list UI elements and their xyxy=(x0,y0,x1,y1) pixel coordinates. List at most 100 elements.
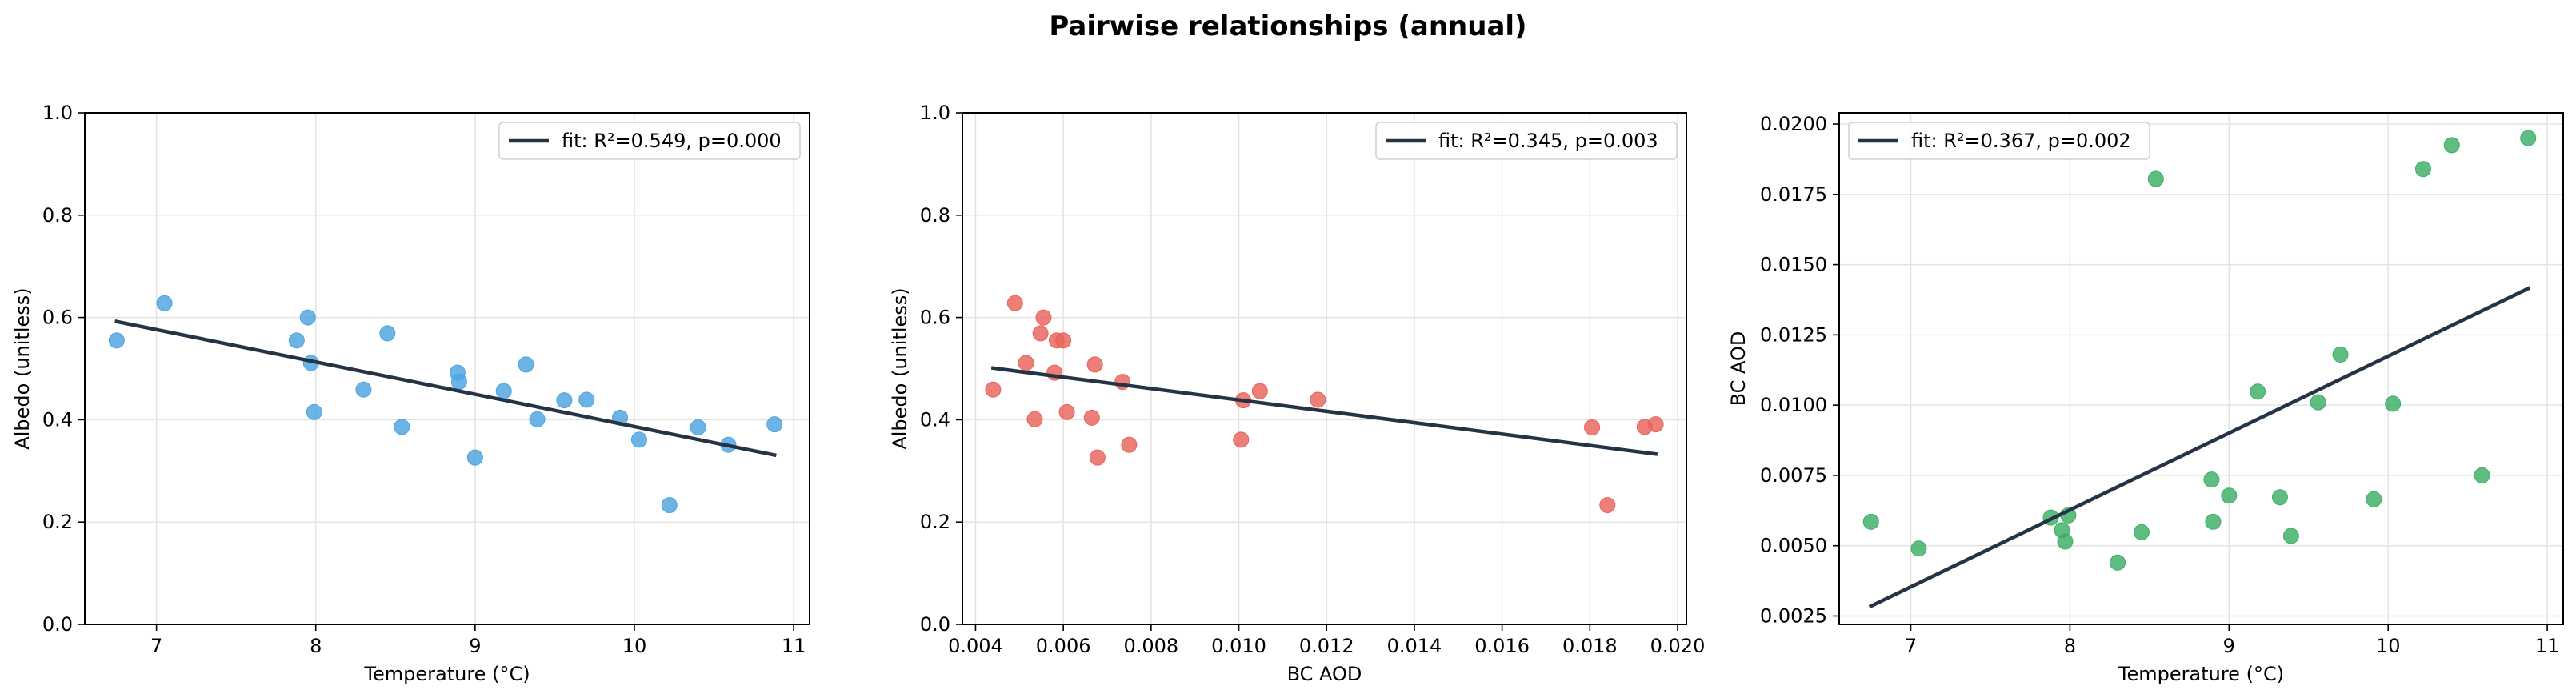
data-point xyxy=(2205,513,2222,530)
axes-frame xyxy=(962,112,1687,625)
x-tick-label: 0.010 xyxy=(1211,635,1266,657)
chart-panel-1: 7 8 9 10 11 0.0 0.2 0.4 0.6 0.8 1.0 Temperature (°C… xyxy=(11,102,810,685)
x-tick-label: 11 xyxy=(2535,635,2560,657)
figure-title: Pairwise relationships (annual) xyxy=(1049,10,1526,42)
data-point xyxy=(394,419,410,435)
x-tick-label: 0.016 xyxy=(1474,635,1530,657)
x-axis-label: BC AOD xyxy=(1287,663,1362,685)
y-tick-label: 1.0 xyxy=(42,102,73,124)
x-tick-label: 0.020 xyxy=(1650,635,1706,657)
data-point xyxy=(288,332,305,349)
y-tick-label: 0.0200 xyxy=(1760,113,1827,135)
x-tick-label: 10 xyxy=(2376,635,2401,657)
y-tick-label: 0.8 xyxy=(42,204,73,227)
chart-panel-3: 7 8 9 10 11 0.0025 0.0050 0.0075 0.0100 0.0125 0.0… xyxy=(1727,112,2564,685)
y-tick-label: 0.0 xyxy=(42,613,73,636)
data-point xyxy=(2332,346,2349,363)
y-tick-label: 0.2 xyxy=(920,511,950,533)
data-point xyxy=(1310,391,1326,408)
x-tick-label: 0.004 xyxy=(948,635,1003,657)
data-point xyxy=(2147,170,2164,187)
data-point xyxy=(450,374,467,391)
y-axis-label: BC AOD xyxy=(1727,331,1750,407)
x-axis-label: Temperature (°C) xyxy=(363,663,530,685)
data-point xyxy=(1599,497,1616,514)
y-tick-label: 0.6 xyxy=(920,307,950,329)
y-tick-label: 0.0125 xyxy=(1760,323,1827,346)
data-point xyxy=(1121,436,1138,453)
y-tick-label: 0.0025 xyxy=(1760,604,1827,627)
data-point xyxy=(2221,487,2238,504)
y-axis-label: Albedo (unitless) xyxy=(11,287,34,449)
fit-line xyxy=(114,319,777,458)
legend: fit: R²=0.345, p=0.003 xyxy=(1375,122,1678,160)
y-axis-label: Albedo (unitless) xyxy=(889,287,911,449)
legend: fit: R²=0.549, p=0.000 xyxy=(498,122,801,160)
data-point xyxy=(1584,419,1601,435)
data-point xyxy=(1089,449,1106,466)
x-tick-label: 0.006 xyxy=(1036,635,1091,657)
data-point xyxy=(466,449,483,466)
data-point xyxy=(1006,295,1023,311)
y-tick-label: 0.0 xyxy=(920,613,950,636)
data-point xyxy=(2443,137,2460,154)
fit-line xyxy=(1868,286,2531,609)
x-tick-label: 9 xyxy=(469,635,481,657)
legend-box xyxy=(1375,122,1678,160)
data-point xyxy=(1026,411,1043,427)
data-point xyxy=(495,383,512,399)
data-point xyxy=(306,403,322,420)
data-point xyxy=(1233,431,1250,448)
data-point xyxy=(1055,332,1072,349)
y-tick-label: 0.0150 xyxy=(1760,254,1827,276)
chart-panel-2: 0.004 0.006 0.008 0.010 0.012 0.014 0.016 0.018… xyxy=(889,102,1705,685)
x-tick-label: 11 xyxy=(782,635,806,657)
data-point xyxy=(2414,161,2431,178)
y-tick-label: 0.0100 xyxy=(1760,394,1827,416)
data-point xyxy=(2271,489,2288,506)
data-point xyxy=(766,416,783,433)
data-point xyxy=(1032,325,1049,342)
y-tick-label: 0.0075 xyxy=(1760,464,1827,487)
data-point xyxy=(985,381,1002,398)
x-tick-label: 8 xyxy=(310,635,322,657)
data-point xyxy=(108,332,125,349)
y-tick-label: 0.6 xyxy=(42,307,73,329)
data-point xyxy=(661,497,678,514)
x-tick-label: 9 xyxy=(2223,635,2235,657)
chart-panels: 7 8 9 10 11 0.0 0.2 0.4 0.6 0.8 1.0 Temperature (°C… xyxy=(11,102,2564,685)
data-point xyxy=(529,411,546,427)
x-tick-label: 0.012 xyxy=(1299,635,1354,657)
legend-box xyxy=(498,122,801,160)
y-tick-label: 0.8 xyxy=(920,204,950,227)
data-point xyxy=(1018,355,1034,371)
y-tick-label: 0.0175 xyxy=(1760,183,1827,206)
data-point xyxy=(2282,528,2299,544)
data-point xyxy=(2203,471,2220,488)
data-point xyxy=(518,356,534,373)
y-tick-label: 0.4 xyxy=(42,408,73,431)
data-point xyxy=(578,391,595,408)
data-point xyxy=(2520,130,2537,146)
data-point xyxy=(2133,524,2150,540)
axes-frame xyxy=(1838,112,2564,625)
x-tick-label: 0.014 xyxy=(1387,635,1442,657)
y-tick-label: 1.0 xyxy=(920,102,950,124)
legend-box xyxy=(1848,122,2150,160)
data-point xyxy=(355,381,372,398)
legend: fit: R²=0.367, p=0.002 xyxy=(1848,122,2150,160)
x-axis-label: Temperature (°C) xyxy=(2118,663,2284,685)
x-tick-label: 8 xyxy=(2064,635,2076,657)
data-point xyxy=(630,431,647,448)
data-point xyxy=(1647,416,1664,433)
legend-fit-label: fit: R²=0.367, p=0.002 xyxy=(1911,130,2131,152)
data-point xyxy=(556,392,573,409)
data-point xyxy=(299,309,316,326)
legend-fit-label: fit: R²=0.345, p=0.003 xyxy=(1438,130,1658,152)
x-tick-label: 7 xyxy=(1905,635,1917,657)
data-point xyxy=(1910,540,1927,557)
x-tick-label: 7 xyxy=(150,635,162,657)
y-tick-label: 0.0050 xyxy=(1760,535,1827,557)
y-tick-label: 0.4 xyxy=(920,408,950,431)
